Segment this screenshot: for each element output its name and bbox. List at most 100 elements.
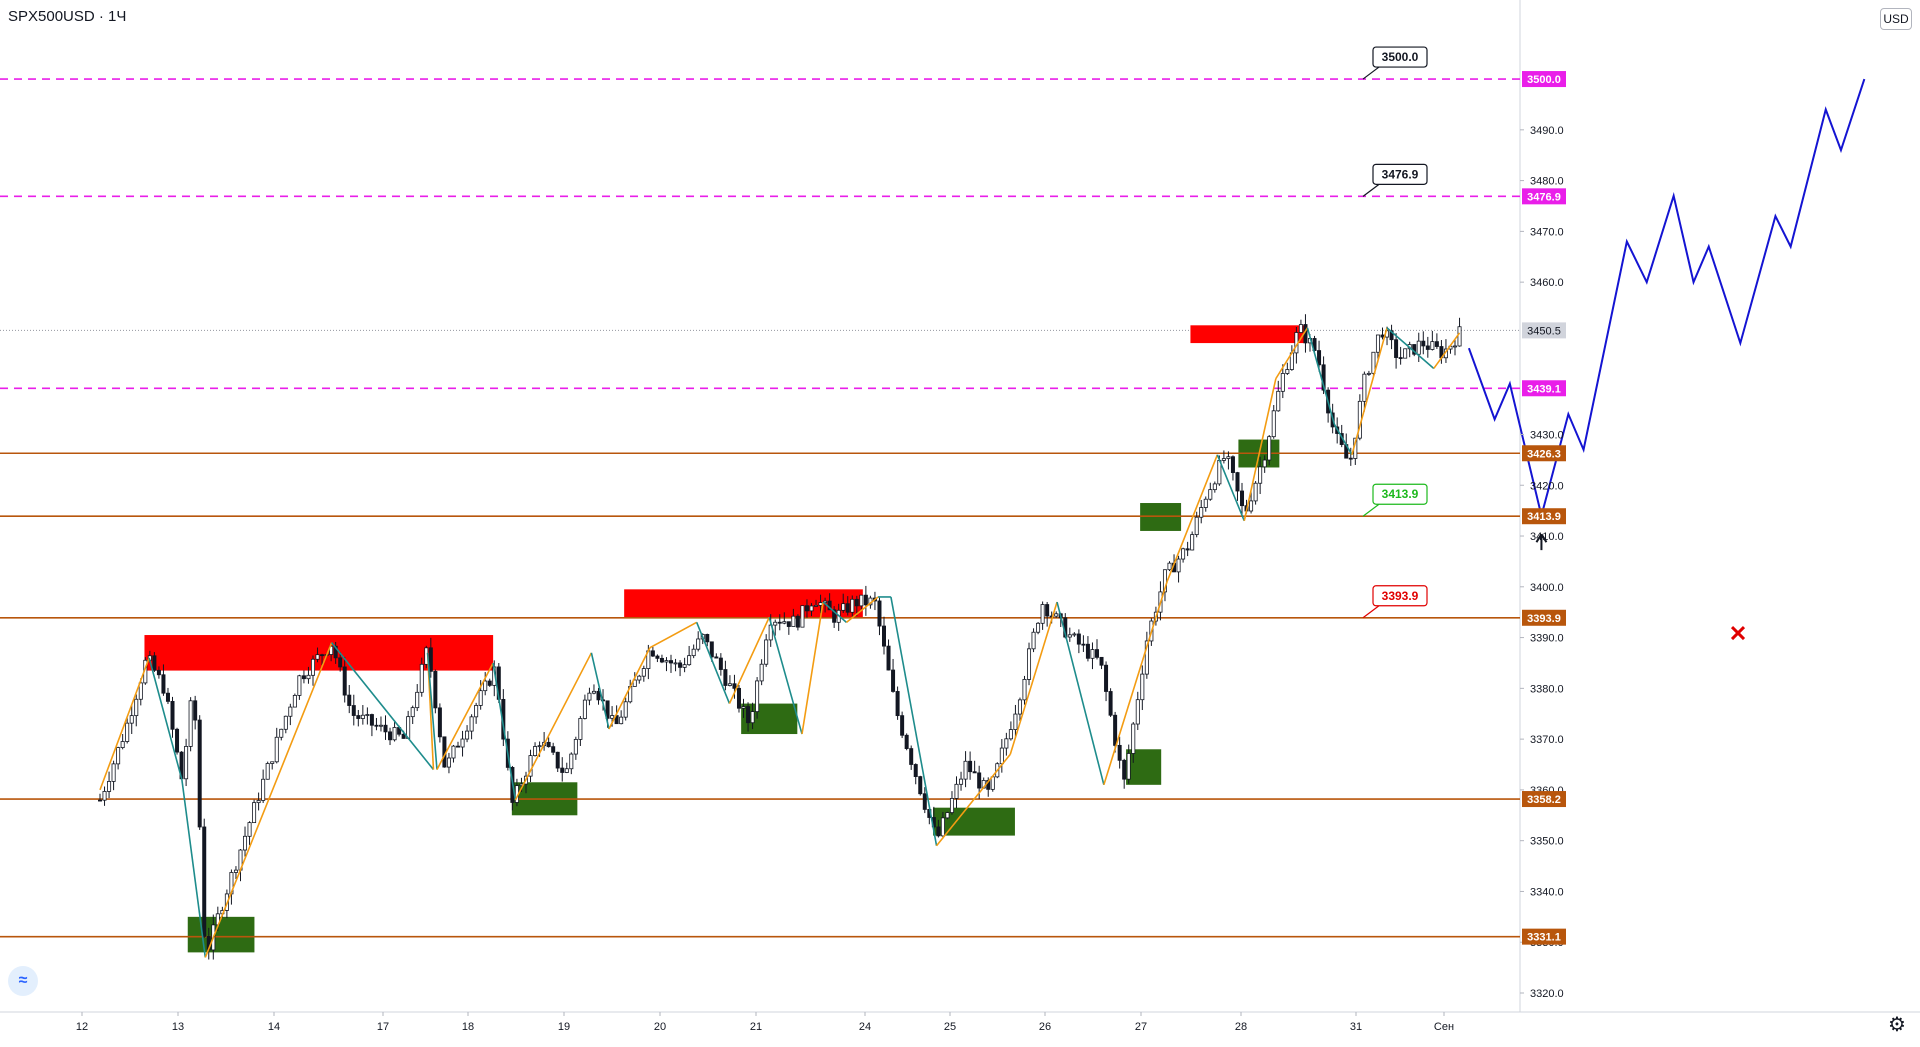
tradingview-logo-icon[interactable]: ≈ xyxy=(8,966,38,996)
candle-body xyxy=(632,679,637,687)
candle-body xyxy=(310,658,315,676)
zigzag-segment xyxy=(845,596,879,623)
currency-button[interactable]: USD xyxy=(1880,8,1912,30)
candle-body xyxy=(1416,340,1421,355)
candle-body xyxy=(265,763,270,780)
candle-body xyxy=(383,724,388,733)
zigzag-segment xyxy=(514,652,593,801)
zigzag-segment xyxy=(728,616,770,704)
candle-body xyxy=(587,692,592,701)
candle-body xyxy=(1040,604,1045,624)
candle-body xyxy=(152,655,157,671)
candle-body xyxy=(351,705,356,716)
candle-body xyxy=(1067,634,1072,638)
candle-body xyxy=(936,826,941,837)
candle-body xyxy=(564,768,569,773)
x-tick-label: 19 xyxy=(558,1021,570,1033)
candle-body xyxy=(650,650,655,657)
candle-body xyxy=(320,654,325,657)
candle-body xyxy=(1362,373,1367,402)
support-zone xyxy=(187,916,255,953)
candle-body xyxy=(446,757,451,768)
x-tick-label: 28 xyxy=(1235,1021,1247,1033)
candle-body xyxy=(1457,326,1462,347)
level-price-tag-label: 3331.1 xyxy=(1527,932,1561,944)
candle-body xyxy=(356,715,361,719)
candle-body xyxy=(918,776,923,795)
candle-body xyxy=(1013,713,1018,730)
candle-body xyxy=(1117,744,1122,761)
y-tick-label: 3350.0 xyxy=(1530,836,1564,848)
candle-body xyxy=(723,669,728,686)
zigzag-segment xyxy=(1009,601,1058,755)
candle-body xyxy=(886,645,891,671)
candle-body xyxy=(1403,348,1408,359)
candle-body xyxy=(555,751,560,769)
x-tick-label: 25 xyxy=(944,1021,956,1033)
zigzag-segment xyxy=(204,642,333,958)
candle-body xyxy=(1176,558,1181,573)
x-tick-label: 26 xyxy=(1039,1021,1051,1033)
candle-body xyxy=(909,748,914,765)
candle-body xyxy=(596,690,601,701)
candle-body xyxy=(365,714,370,716)
candle-body xyxy=(1267,436,1272,461)
y-tick-label: 3430.0 xyxy=(1530,429,1564,441)
x-tick-label: 13 xyxy=(172,1021,184,1033)
candle-body xyxy=(578,718,583,740)
gear-icon[interactable]: ⚙ xyxy=(1888,1014,1906,1036)
candle-body xyxy=(990,776,995,790)
candle-body xyxy=(1380,334,1385,338)
candle-body xyxy=(791,615,796,627)
candle-body xyxy=(116,747,121,765)
candle-body xyxy=(782,621,787,624)
candle-body xyxy=(1199,507,1204,518)
candle-body xyxy=(641,668,646,677)
candle-body xyxy=(714,656,719,659)
y-tick-label: 3420.0 xyxy=(1530,480,1564,492)
candle-body xyxy=(904,734,909,749)
y-tick-label: 3390.0 xyxy=(1530,633,1564,645)
candle-body xyxy=(1203,498,1208,508)
candle-body xyxy=(741,706,746,709)
level-price-tag xyxy=(1522,71,1566,88)
zigzag-segment xyxy=(649,621,698,649)
candle-body xyxy=(1190,534,1195,551)
candle-body xyxy=(378,724,383,727)
candle-body xyxy=(1226,456,1231,459)
candle-body xyxy=(315,654,320,660)
zigzag-segment xyxy=(1166,454,1219,583)
candle-body xyxy=(732,683,737,689)
y-tick-label: 3460.0 xyxy=(1530,277,1564,289)
candle-body xyxy=(483,680,488,692)
level-price-tag xyxy=(1522,791,1566,808)
candle-body xyxy=(1099,656,1104,666)
candle-body xyxy=(619,716,624,725)
candle-body xyxy=(863,594,868,606)
candle-body xyxy=(1394,339,1399,358)
candle-body xyxy=(841,603,846,611)
candle-body xyxy=(669,660,674,664)
candle-body xyxy=(98,799,103,802)
candle-body xyxy=(1453,345,1458,348)
candle-body xyxy=(673,662,678,665)
candle-body xyxy=(1258,466,1263,484)
candle-body xyxy=(469,716,474,732)
candle-body xyxy=(832,609,837,623)
candle-body xyxy=(175,728,180,753)
candle-body xyxy=(560,767,565,773)
candle-body xyxy=(1144,640,1149,675)
last-price-tag xyxy=(1522,322,1566,339)
callout-pointer xyxy=(1362,503,1380,517)
candle-body xyxy=(338,657,343,668)
candle-body xyxy=(777,621,782,624)
zigzag-segment xyxy=(801,601,824,735)
candle-body xyxy=(1298,324,1303,333)
candle-body xyxy=(1054,613,1059,617)
resistance-zone xyxy=(144,635,494,671)
callout-label: 3393.9 xyxy=(1382,589,1419,603)
candle-body xyxy=(333,645,338,659)
